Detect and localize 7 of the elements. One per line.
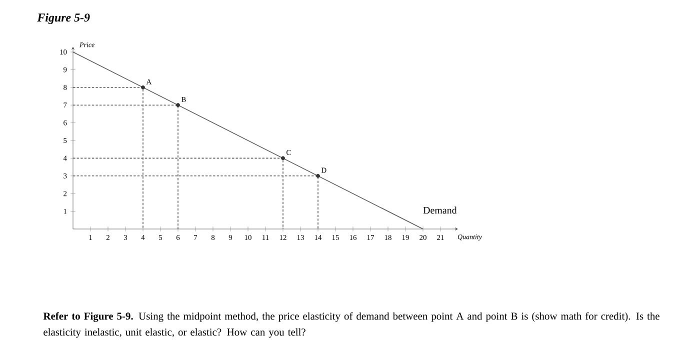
point [176,103,180,108]
point [141,85,145,90]
point [316,174,320,178]
point [281,156,285,160]
text: Refer to Figure 5-9. Using the midpoint method, the price elasticity of demand between point A and point B is (show math for credit). Is the elasticity inelastic, unit elastic, or elastic? How can you tell? [43,312,660,338]
chart-title: Figure 5-9 [37,13,90,24]
series-label: Demand [423,206,457,214]
